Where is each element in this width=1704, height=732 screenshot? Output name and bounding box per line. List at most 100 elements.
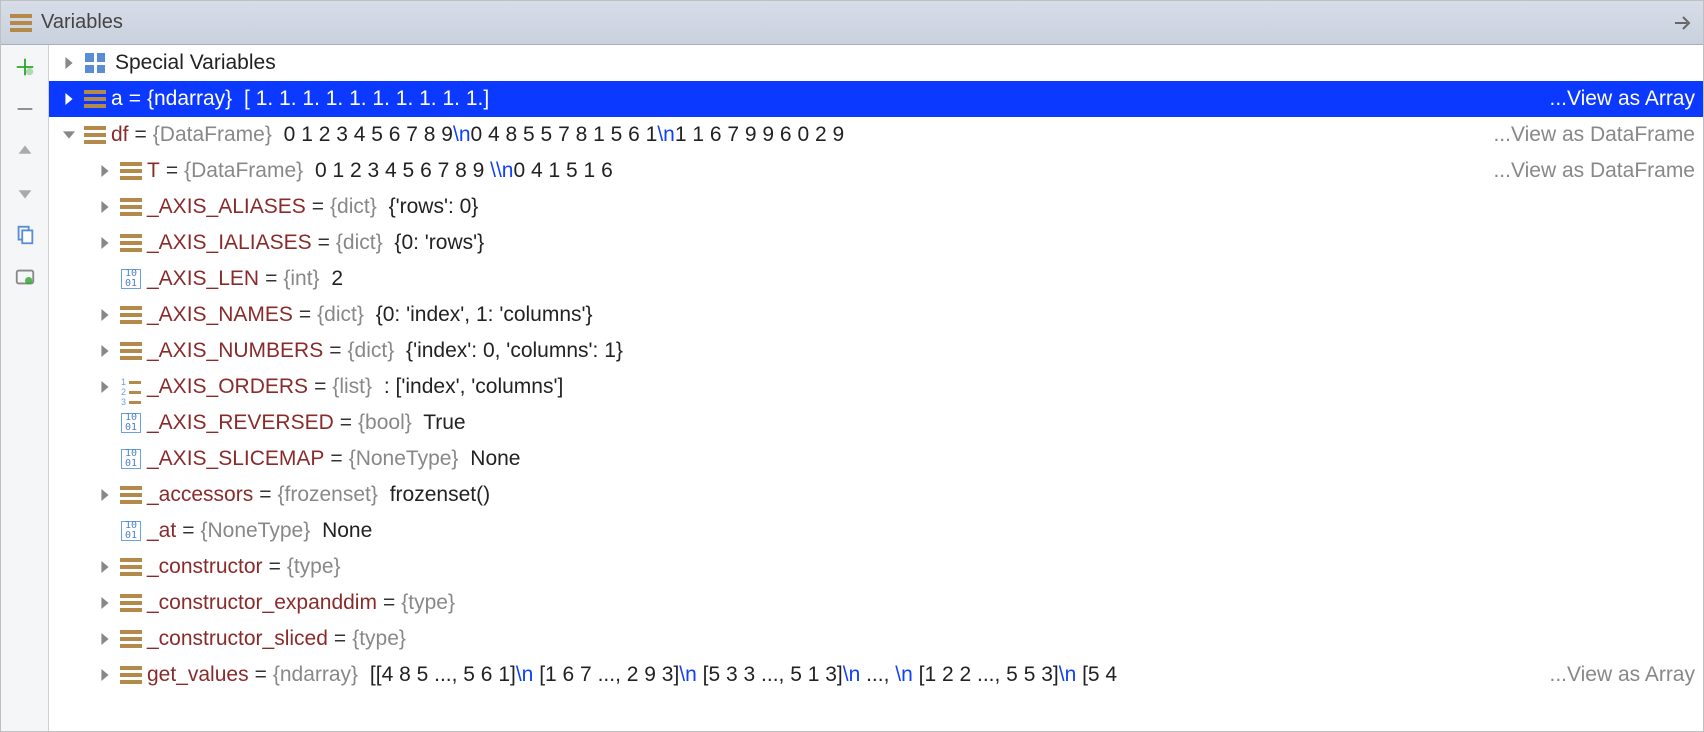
prim-icon: 1001 [117,449,145,469]
equals-sign: = [259,267,283,290]
tree-row[interactable]: 1001_AXIS_REVERSED={bool} True [49,405,1703,441]
row-content: _accessors={frozenset} frozenset() [145,483,1695,507]
expand-toggle[interactable] [93,669,117,681]
tree-row[interactable]: _constructor_sliced={type} [49,621,1703,657]
variable-name: _AXIS_REVERSED [147,411,334,434]
view-as-action[interactable]: ...View as DataFrame [1493,159,1695,183]
variable-name: df [111,123,129,146]
prim-icon: 1001 [117,269,145,289]
tree-row[interactable]: 123_AXIS_ORDERS={list} : ['index', 'colu… [49,369,1703,405]
expand-toggle[interactable] [93,309,117,321]
variable-value: {0: 'index', 1: 'columns'} [370,303,593,326]
expand-toggle[interactable] [93,237,117,249]
variable-value: : ['index', 'columns'] [378,375,563,398]
variables-tree[interactable]: Special Variables a={ndarray} [ 1. 1. 1. … [49,45,1703,731]
pin-icon[interactable] [1671,11,1695,35]
variable-value: None [316,519,372,542]
panel-titlebar: Variables [1,1,1703,45]
expand-toggle[interactable] [57,57,81,69]
row-content: get_values={ndarray} [[4 8 5 ..., 5 6 1]… [145,663,1543,687]
row-content: Special Variables [109,51,1695,75]
expand-toggle[interactable] [93,165,117,177]
variable-value: True [418,411,466,434]
variable-type: {dict} [317,303,364,326]
expand-toggle[interactable] [93,489,117,501]
variable-name: _AXIS_ALIASES [147,195,306,218]
stack-icon [81,126,109,144]
variable-value: 0 1 2 3 4 5 6 7 8 9\n0 4 8 5 5 7 8 1 5 6… [278,123,844,146]
stack-icon [117,342,145,360]
expand-toggle[interactable] [93,561,117,573]
variable-name: _constructor_expanddim [147,591,377,614]
row-content: _constructor_expanddim={type} [145,591,1695,615]
tree-row[interactable]: _AXIS_IALIASES={dict} {0: 'rows'} [49,225,1703,261]
row-content: _AXIS_IALIASES={dict} {0: 'rows'} [145,231,1695,255]
remove-button[interactable] [9,95,41,123]
variable-type: {dict} [336,231,383,254]
stack-icon [117,486,145,504]
row-content: T={DataFrame} 0 1 2 3 4 5 6 7 8 9 \\n0 4… [145,159,1487,183]
stack-icon [81,90,109,108]
add-watch-button[interactable] [9,53,41,81]
blocks-icon [81,53,109,73]
variable-name: _accessors [147,483,253,506]
variable-value: 0 1 2 3 4 5 6 7 8 9 \\n0 4 1 5 1 6 [309,159,613,182]
inspect-button[interactable] [9,263,41,291]
tree-row[interactable]: get_values={ndarray} [[4 8 5 ..., 5 6 1]… [49,657,1703,693]
expand-toggle[interactable] [93,633,117,645]
equals-sign: = [253,483,277,506]
row-content: df={DataFrame} 0 1 2 3 4 5 6 7 8 9\n0 4 … [109,123,1487,147]
tree-row[interactable]: _AXIS_NUMBERS={dict} {'index': 0, 'colum… [49,333,1703,369]
move-up-button[interactable] [9,137,41,165]
view-as-action[interactable]: ...View as Array [1549,87,1695,111]
tree-row[interactable]: a={ndarray} [ 1. 1. 1. 1. 1. 1. 1. 1. 1.… [49,81,1703,117]
tree-row[interactable]: _AXIS_NAMES={dict} {0: 'index', 1: 'colu… [49,297,1703,333]
variable-name: _AXIS_ORDERS [147,375,308,398]
variable-type: {type} [287,555,341,578]
tree-row[interactable]: 1001_AXIS_SLICEMAP={NoneType} None [49,441,1703,477]
expand-toggle[interactable] [93,381,117,393]
variable-name: _AXIS_NAMES [147,303,293,326]
equals-sign: = [324,447,348,470]
tree-row[interactable]: 1001_AXIS_LEN={int} 2 [49,261,1703,297]
variable-value: {'index': 0, 'columns': 1} [400,339,623,362]
tree-row[interactable]: _constructor_expanddim={type} [49,585,1703,621]
row-content: _at={NoneType} None [145,519,1695,543]
equals-sign: = [263,555,287,578]
row-content: _AXIS_NUMBERS={dict} {'index': 0, 'colum… [145,339,1695,363]
expand-toggle[interactable] [57,93,81,105]
equals-sign: = [308,375,332,398]
variable-type: {DataFrame} [184,159,303,182]
view-as-action[interactable]: ...View as DataFrame [1493,123,1695,147]
variable-value: 2 [326,267,344,290]
equals-sign: = [176,519,200,542]
equals-sign: = [328,627,352,650]
stack-icon [117,162,145,180]
equals-sign: = [323,339,347,362]
equals-sign: = [129,123,153,146]
variable-type: {type} [401,591,455,614]
tree-row[interactable]: _accessors={frozenset} frozenset() [49,477,1703,513]
expand-toggle[interactable] [93,201,117,213]
tree-row[interactable]: Special Variables [49,45,1703,81]
expand-toggle[interactable] [93,597,117,609]
tree-row[interactable]: df={DataFrame} 0 1 2 3 4 5 6 7 8 9\n0 4 … [49,117,1703,153]
variable-name: _AXIS_SLICEMAP [147,447,324,470]
tree-row[interactable]: 1001_at={NoneType} None [49,513,1703,549]
tree-row[interactable]: T={DataFrame} 0 1 2 3 4 5 6 7 8 9 \\n0 4… [49,153,1703,189]
variable-type: {list} [332,375,372,398]
view-as-action[interactable]: ...View as Array [1549,663,1695,687]
tree-row[interactable]: _constructor={type} [49,549,1703,585]
row-content: a={ndarray} [ 1. 1. 1. 1. 1. 1. 1. 1. 1.… [109,87,1543,111]
variables-panel: Variables [0,0,1704,732]
stack-icon [117,198,145,216]
expand-toggle[interactable] [93,345,117,357]
tree-row[interactable]: _AXIS_ALIASES={dict} {'rows': 0} [49,189,1703,225]
expand-toggle[interactable] [57,129,81,141]
panel-body: Special Variables a={ndarray} [ 1. 1. 1. … [1,45,1703,731]
variable-name: T [147,159,160,182]
variable-value: None [464,447,520,470]
copy-button[interactable] [9,221,41,249]
row-content: _constructor_sliced={type} [145,627,1695,651]
move-down-button[interactable] [9,179,41,207]
